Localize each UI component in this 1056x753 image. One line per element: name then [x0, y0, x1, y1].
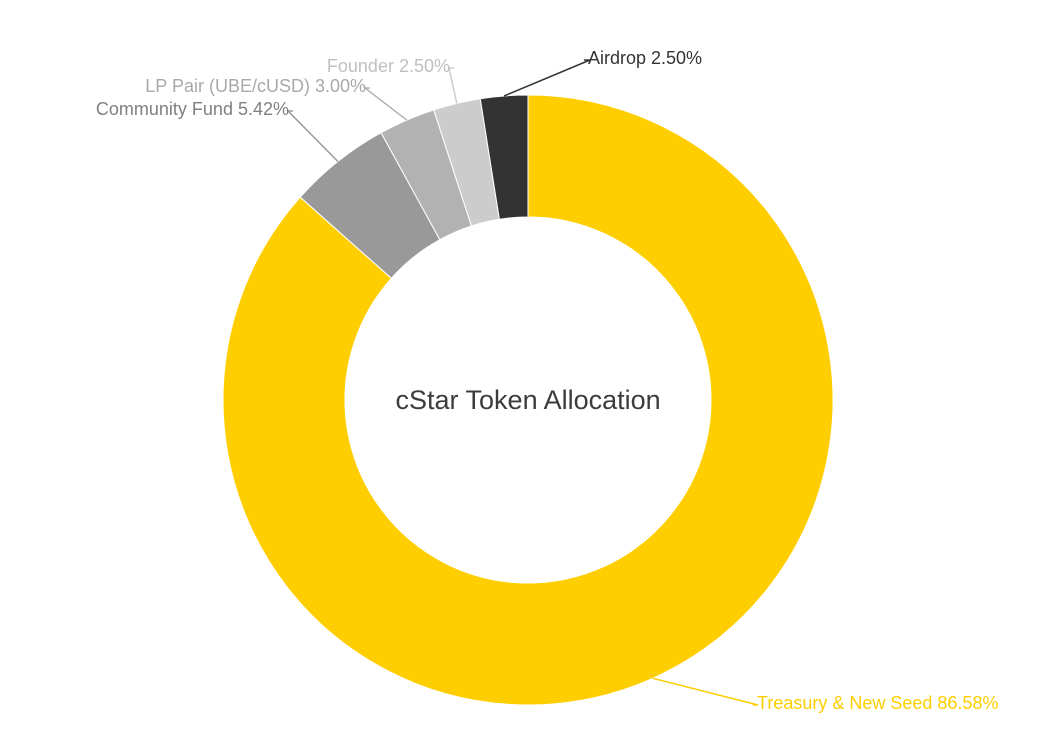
leader-line [504, 60, 590, 96]
slice-label: Community Fund 5.42% [96, 100, 289, 120]
leader-line [365, 88, 407, 120]
leader-line [449, 68, 457, 103]
slice-label: Founder 2.50% [327, 57, 450, 77]
leader-line [288, 111, 338, 161]
slice-label: Airdrop 2.50% [588, 49, 702, 69]
slice-label: Treasury & New Seed 86.58% [757, 694, 998, 714]
chart-center-title: cStar Token Allocation [396, 385, 661, 416]
chart-stage: cStar Token Allocation Treasury & New Se… [0, 0, 1056, 753]
slice-label: LP Pair (UBE/cUSD) 3.00% [145, 77, 366, 97]
leader-line [653, 678, 758, 705]
